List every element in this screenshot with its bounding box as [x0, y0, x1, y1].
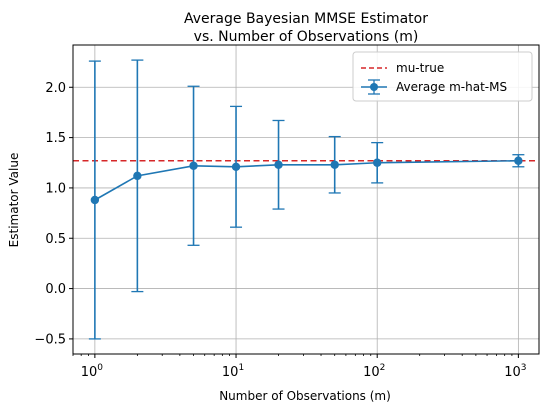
y-axis-ticks: −0.5 0.0 0.5 1.0 1.5 2.0: [34, 81, 73, 347]
plot-frame: [72, 44, 540, 355]
y-tick-label: 2.0: [45, 81, 66, 96]
data-point: [90, 195, 100, 205]
y-axis-label: Estimator Value: [7, 153, 21, 248]
series-line: [94, 159, 519, 201]
x-tick-label: 101: [222, 363, 244, 380]
data-point: [189, 161, 198, 170]
data-point: [133, 171, 142, 181]
legend-series-label: Average m-hat-MS: [396, 80, 507, 94]
x-axis-label: Number of Observations (m): [219, 389, 391, 403]
y-tick-label: 1.0: [45, 181, 66, 196]
legend-series-swatch: [361, 79, 387, 95]
legend: mu-true Average m-hat-MS: [352, 51, 533, 102]
legend-ref-label: mu-true: [396, 61, 444, 75]
data-point: [330, 160, 339, 169]
chart-title-line1: Average Bayesian MMSE Estimator: [184, 11, 428, 27]
y-tick-label: 0.0: [45, 282, 66, 297]
y-tick-label: −0.5: [34, 332, 66, 347]
chart-title-line2: vs. Number of Observations (m): [194, 29, 419, 45]
series-layer: [88, 59, 525, 340]
data-point: [231, 162, 241, 171]
legend-series-marker: [370, 83, 378, 91]
x-tick-label: 100: [81, 363, 104, 380]
x-axis-ticks: 100 101 102 103: [72, 354, 527, 380]
data-point: [514, 156, 523, 165]
y-tick-label: 0.5: [45, 232, 66, 247]
x-tick-label: 102: [363, 363, 385, 380]
legend-box: [352, 51, 533, 102]
data-point: [274, 160, 283, 169]
y-tick-label: 1.5: [45, 131, 66, 146]
data-point: [373, 158, 382, 167]
x-tick-label: 103: [504, 363, 526, 380]
